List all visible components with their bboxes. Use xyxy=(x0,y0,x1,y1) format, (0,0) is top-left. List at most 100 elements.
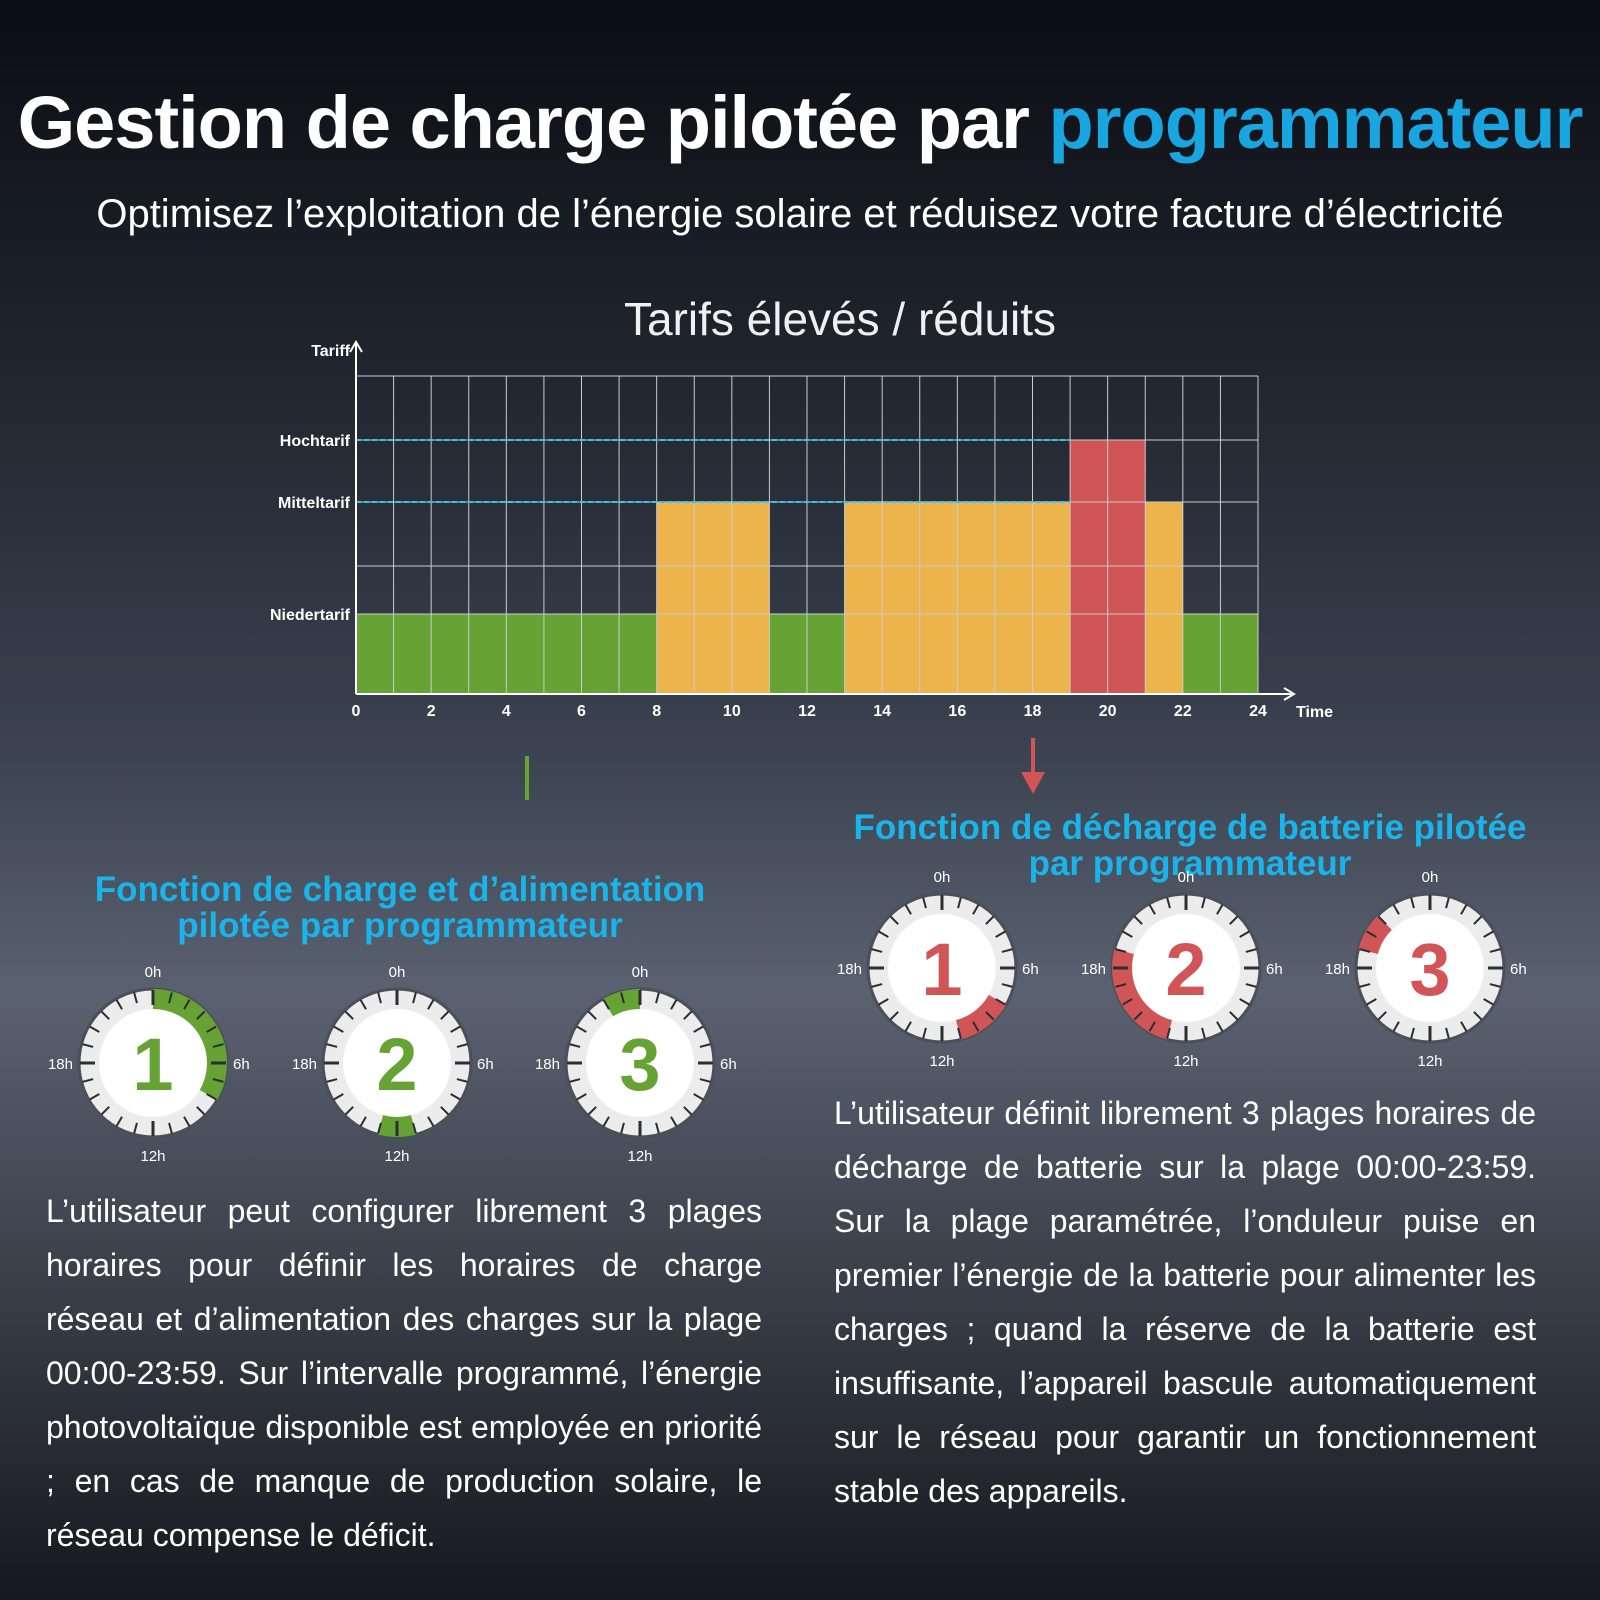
discharge-dial-2-tick-4 xyxy=(1239,930,1250,938)
charge-dial-3-tick-13 xyxy=(620,1122,625,1134)
x-tick-label-14: 14 xyxy=(873,703,891,720)
charge-dial-2-tick-19 xyxy=(326,1043,338,1048)
charge-dial-1-tick-23 xyxy=(133,992,138,1004)
discharge-dial-2-tick-8 xyxy=(1239,998,1250,1006)
charge-dial-3-tick-17 xyxy=(569,1078,581,1083)
discharge-dial-2-tick-21 xyxy=(1133,915,1143,925)
charge-dial-3-tick-1 xyxy=(655,992,660,1004)
x-tick-label-6: 6 xyxy=(577,703,586,720)
discharge-dial-2-tick-7 xyxy=(1245,983,1257,988)
charge-dial-1-tick-5 xyxy=(212,1043,224,1048)
charge-dial-2-number: 2 xyxy=(376,1023,417,1106)
charge-dial-3-tick-21 xyxy=(587,1010,597,1020)
discharge-dial-2-tick-20 xyxy=(1122,930,1133,938)
charge-dial-2-tick-17 xyxy=(326,1078,338,1083)
discharge-dial-2-tick-19 xyxy=(1115,948,1127,953)
discharge-dial-2-active-arc xyxy=(1112,948,1173,1040)
discharge-dial-1-tick-23 xyxy=(922,897,927,909)
discharge-section-title-line1: Fonction de décharge de batterie pilotée xyxy=(853,808,1527,847)
discharge-dial-2-number: 2 xyxy=(1165,928,1206,1011)
charge-dial-1-tick-16 xyxy=(89,1093,100,1101)
discharge-dial-2-tick-1 xyxy=(1201,897,1206,909)
x-tick-label-8: 8 xyxy=(652,703,661,720)
charge-dial-1-tick-8 xyxy=(206,1093,217,1101)
charge-dial-1-tick-11 xyxy=(168,1122,173,1134)
charge-dial-2-tick-23 xyxy=(377,992,382,1004)
page-title: Gestion de charge pilotée par programmat… xyxy=(0,80,1600,165)
charge-dial-2-tick-8 xyxy=(450,1093,461,1101)
discharge-dial-2-tick-10 xyxy=(1216,1021,1224,1032)
charge-dial-2-active-arc xyxy=(377,1115,417,1137)
charge-dial-3-tick-7 xyxy=(699,1078,711,1083)
charge-dial-3-tick-4 xyxy=(693,1025,704,1033)
charge-dial-2-tick-3 xyxy=(440,1010,450,1020)
discharge-dial-1-number: 1 xyxy=(921,928,962,1011)
discharge-dial-3-label-12h: 12h xyxy=(1417,1053,1442,1070)
charge-dial-3-tick-14 xyxy=(602,1116,610,1127)
discharge-dial-3-label-6h: 6h xyxy=(1510,961,1527,978)
discharge-dial-3-label-18h: 18h xyxy=(1325,961,1350,978)
charge-dial-1-active-arc xyxy=(152,989,227,1100)
x-tick-label-12: 12 xyxy=(798,703,816,720)
charge-dial-3-tick-15 xyxy=(587,1106,597,1116)
discharge-dial-1-label-12h: 12h xyxy=(929,1053,954,1070)
x-tick-label-20: 20 xyxy=(1099,703,1117,720)
discharge-dial-3-tick-17 xyxy=(1359,983,1371,988)
discharge-dial-1-tick-9 xyxy=(985,1011,995,1021)
charge-dial-3-label-6h: 6h xyxy=(720,1056,737,1073)
y-axis-arrow xyxy=(349,340,363,353)
tariff-bar-1 xyxy=(656,502,770,694)
discharge-dial-1-face xyxy=(866,892,1018,1044)
level-label-hochtarif: Hochtarif xyxy=(280,433,351,450)
discharge-dial-2-tick-3 xyxy=(1229,915,1239,925)
discharge-dial-3-tick-11 xyxy=(1445,1027,1450,1039)
charge-dial-2-tick-11 xyxy=(412,1122,417,1134)
charge-dial-3-tick-5 xyxy=(699,1043,711,1048)
discharge-dial-1-tick-21 xyxy=(889,915,899,925)
charge-dial-3-label-18h: 18h xyxy=(535,1056,560,1073)
charge-dial-1-tick-14 xyxy=(115,1116,123,1127)
discharge-dial-2-tick-11 xyxy=(1201,1027,1206,1039)
discharge-dial-3-face xyxy=(1354,892,1506,1044)
charge-dial-1: 1 0h 6h 12h 18h xyxy=(48,964,250,1165)
discharge-dial-2-tick-5 xyxy=(1245,948,1257,953)
discharge-dial-3-tick-23 xyxy=(1410,897,1415,909)
charge-dial-3-number: 3 xyxy=(619,1023,660,1106)
charge-dial-2-tick-10 xyxy=(427,1116,435,1127)
charge-dial-3-tick-19 xyxy=(569,1043,581,1048)
discharge-dial-3-number: 3 xyxy=(1409,928,1450,1011)
discharge-dial-1-tick-10 xyxy=(972,1021,980,1032)
discharge-dial-1-tick-4 xyxy=(995,930,1006,938)
charge-dial-2: 2 0h 6h 12h 18h xyxy=(292,964,494,1165)
discharge-dial-2-label-12h: 12h xyxy=(1173,1053,1198,1070)
discharge-dial-1-tick-19 xyxy=(871,948,883,953)
tariff-bar-5 xyxy=(1145,502,1183,694)
discharge-dial-2-tick-13 xyxy=(1166,1027,1171,1039)
charge-dial-1-tick-21 xyxy=(100,1010,110,1020)
charge-dial-1-tick-17 xyxy=(82,1078,94,1083)
charge-dial-3-tick-3 xyxy=(683,1010,693,1020)
charge-dial-2-tick-5 xyxy=(456,1043,468,1048)
discharge-dial-2-center xyxy=(1132,914,1240,1022)
x-tick-label-10: 10 xyxy=(723,703,741,720)
discharge-dial-2-label-6h: 6h xyxy=(1266,961,1283,978)
discharge-dial-3-tick-16 xyxy=(1366,998,1377,1006)
discharge-dial-1-tick-8 xyxy=(995,998,1006,1006)
discharge-dial-1-tick-15 xyxy=(889,1011,899,1021)
charge-section-title-line1: Fonction de charge et d’alimentation xyxy=(94,870,706,909)
charge-dial-2-tick-13 xyxy=(377,1122,382,1134)
discharge-dial-2-tick-9 xyxy=(1229,1011,1239,1021)
discharge-dial-1-active-arc xyxy=(955,994,1007,1040)
charge-dial-1-tick-10 xyxy=(183,1116,191,1127)
discharge-dial-2-face xyxy=(1110,892,1262,1044)
charge-dial-1-label-0h: 0h xyxy=(145,964,162,981)
charge-dial-3-tick-20 xyxy=(576,1025,587,1033)
discharge-dial-1-tick-20 xyxy=(878,930,889,938)
chart-grid xyxy=(355,375,1259,694)
charge-dial-2-tick-9 xyxy=(440,1106,450,1116)
discharge-dial-3-center xyxy=(1376,914,1484,1022)
charge-dial-2-label-12h: 12h xyxy=(384,1148,409,1165)
charge-dial-2-label-0h: 0h xyxy=(389,964,406,981)
